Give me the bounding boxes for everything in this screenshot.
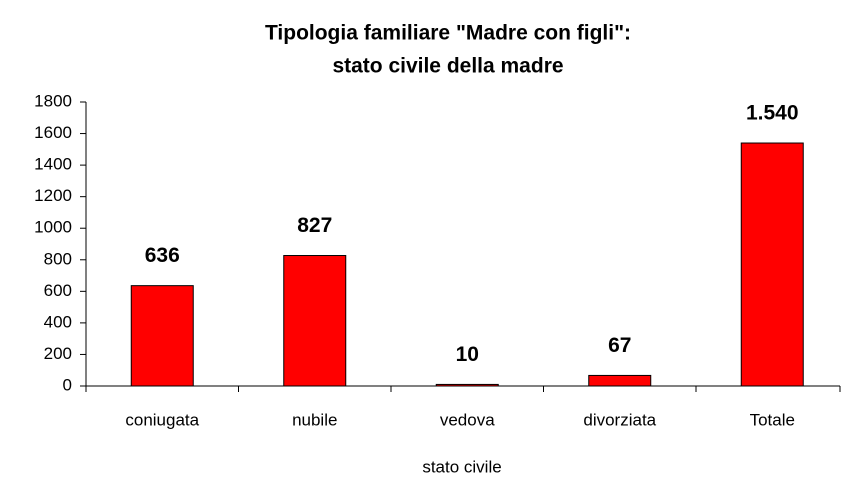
bar bbox=[588, 374, 652, 387]
data-label: 67 bbox=[608, 334, 631, 357]
y-tick-label: 800 bbox=[44, 249, 72, 268]
y-tick-label: 400 bbox=[44, 312, 72, 331]
y-tick-label: 1800 bbox=[34, 91, 72, 110]
y-tick-label: 0 bbox=[63, 375, 72, 394]
data-label: 10 bbox=[456, 343, 479, 366]
y-tick-label: 600 bbox=[44, 281, 72, 300]
x-tick-label: Totale bbox=[750, 410, 795, 429]
chart-title: stato civile della madre bbox=[332, 55, 563, 78]
data-label: 827 bbox=[297, 214, 332, 237]
x-tick-label: coniugata bbox=[125, 410, 199, 429]
x-axis-label: stato civile bbox=[422, 457, 501, 476]
y-tick-label: 1600 bbox=[34, 123, 72, 142]
bar bbox=[283, 255, 347, 387]
x-tick-label: divorziata bbox=[583, 410, 656, 429]
y-tick-label: 200 bbox=[44, 344, 72, 363]
bar bbox=[435, 383, 499, 387]
data-label: 636 bbox=[145, 244, 180, 267]
y-tick-label: 1400 bbox=[34, 155, 72, 174]
x-tick-label: vedova bbox=[440, 410, 495, 429]
data-label: 1.540 bbox=[746, 102, 799, 125]
y-tick-label: 1000 bbox=[34, 218, 72, 237]
bar bbox=[740, 142, 804, 387]
chart-title: Tipologia familiare "Madre con figli": bbox=[265, 22, 631, 45]
bar bbox=[130, 285, 194, 387]
y-tick-label: 1200 bbox=[34, 186, 72, 205]
x-tick-label: nubile bbox=[292, 410, 337, 429]
